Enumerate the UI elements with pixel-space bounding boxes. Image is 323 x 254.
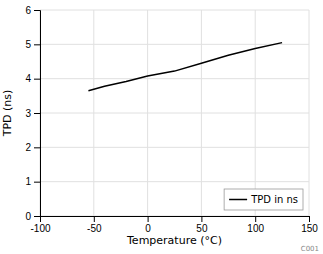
series-line [88,43,282,91]
x-axis-line [41,217,310,223]
legend-box [224,189,303,210]
chart-container: -100 -50 0 50 100 150 0 1 2 3 4 5 6 Temperature (°C) T… [0,0,323,254]
y-grid-line [40,181,309,182]
x-tick-mark [255,216,256,222]
x-tick-label: 100 [247,223,264,234]
y-tick-label: 1 [25,176,31,187]
y-tick-mark [34,113,40,114]
legend: TPD in ns [224,189,303,210]
x-tick-label: 50 [196,223,208,234]
y-tick-mark [34,182,40,183]
y-tick: 6 [25,5,40,16]
y-tick: 5 [25,39,40,50]
y-axis: 0 1 2 3 4 5 6 [25,5,40,222]
y-axis-line [34,11,41,217]
x-tick-label: 150 [301,223,318,234]
chart-svg: -100 -50 0 50 100 150 0 1 2 3 4 5 6 Temperature (°C) T… [0,0,323,254]
x-tick-label: -50 [87,223,102,234]
y-tick-label: 3 [25,108,31,119]
x-axis: -100 -50 0 50 100 150 [30,216,318,234]
y-tick: 1 [25,176,40,187]
plot-area [88,43,282,91]
y-grid-line [40,78,309,79]
y-grid-line [40,147,309,148]
x-tick-label: -100 [30,223,50,234]
grid [40,10,309,216]
y-tick: 0 [25,211,40,222]
y-grid-line [40,44,309,45]
y-tick: 2 [25,142,40,153]
y-grid-line [40,10,309,11]
watermark: C001 [301,245,319,253]
x-tick: 0 [145,216,151,234]
y-tick-label: 5 [25,39,31,50]
x-tick-mark [148,216,149,222]
y-tick: 3 [25,108,40,119]
x-tick-mark [309,216,310,222]
y-tick-label: 0 [25,211,31,222]
y-tick-mark [34,44,40,45]
y-tick: 4 [25,73,40,84]
x-tick-mark [94,216,95,222]
x-tick: 100 [247,216,264,234]
y-tick-label: 6 [25,5,31,16]
x-tick: 50 [196,216,208,234]
y-tick-label: 4 [25,73,31,84]
y-tick-mark [34,10,40,11]
y-grid-line [40,113,309,114]
x-tick: -50 [87,216,102,234]
legend-swatch [229,199,247,201]
legend-item: TPD in ns [229,194,298,205]
x-tick: -100 [30,216,50,234]
x-axis-title: Temperature (°C) [126,234,222,247]
legend-label: TPD in ns [250,194,298,205]
x-tick-label: 0 [145,223,151,234]
y-axis-title: TPD (ns) [1,90,14,138]
y-tick-mark [34,147,40,148]
y-tick-mark [34,216,40,217]
x-tick-mark [201,216,202,222]
y-tick-label: 2 [25,142,31,153]
y-tick-mark [34,79,40,80]
x-tick: 150 [301,216,318,234]
